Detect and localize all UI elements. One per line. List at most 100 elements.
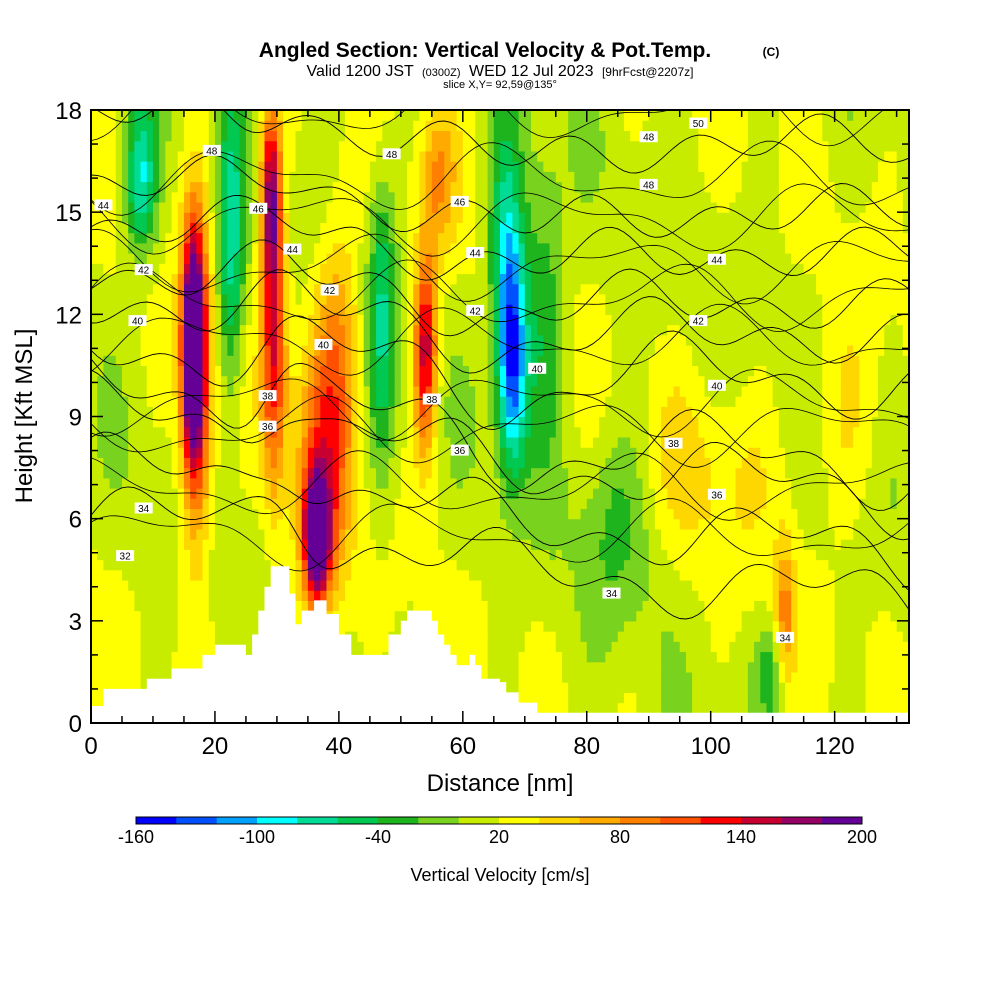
field-cell <box>506 477 513 489</box>
field-cell <box>462 396 470 407</box>
field-cell <box>326 324 334 336</box>
field-cell <box>524 528 532 540</box>
field-cell <box>345 436 352 448</box>
field-cell <box>177 140 185 152</box>
field-cell <box>97 508 104 520</box>
field-cell <box>357 539 365 550</box>
field-cell <box>121 273 129 285</box>
field-cell <box>462 477 470 489</box>
field-cell <box>159 355 166 367</box>
field-cell <box>382 181 390 193</box>
field-cell <box>295 590 303 601</box>
field-cell <box>506 242 513 254</box>
field-cell <box>320 212 328 223</box>
field-cell <box>252 477 259 489</box>
field-cell <box>462 579 470 591</box>
field-cell <box>475 150 483 162</box>
field-cell <box>469 641 476 653</box>
field-cell <box>177 508 185 520</box>
field-cell <box>592 232 600 244</box>
field-cell <box>314 528 321 540</box>
field-cell <box>512 120 520 132</box>
field-cell <box>456 498 464 510</box>
field-cell <box>469 385 476 397</box>
field-cell <box>438 232 445 244</box>
field-cell <box>140 518 148 530</box>
field-cell <box>190 191 197 203</box>
field-cell <box>475 559 483 571</box>
field-cell <box>506 590 513 601</box>
field-cell <box>394 344 402 356</box>
field-cell <box>264 130 272 142</box>
field-cell <box>115 365 123 377</box>
field-cell <box>382 344 390 356</box>
field-cell <box>245 242 253 254</box>
field-cell <box>369 334 377 346</box>
field-cell <box>506 273 513 285</box>
field-cell <box>407 447 414 458</box>
field-cell <box>115 559 123 571</box>
field-cell <box>301 600 309 612</box>
field-cell <box>444 477 452 489</box>
field-cell <box>307 253 315 264</box>
field-cell <box>574 314 582 326</box>
field-cell <box>431 140 439 152</box>
field-cell <box>363 232 371 244</box>
field-cell <box>475 539 483 550</box>
field-cell <box>518 344 526 356</box>
field-cell <box>128 416 135 428</box>
field-cell <box>388 610 396 622</box>
field-cell <box>506 539 513 550</box>
field-cell <box>549 447 557 458</box>
field-cell <box>214 212 222 223</box>
field-cell <box>227 171 235 183</box>
field-cell <box>574 631 582 642</box>
field-cell <box>276 314 284 326</box>
field-cell <box>252 610 259 622</box>
field-cell <box>332 304 340 315</box>
field-cell <box>369 528 377 540</box>
field-cell <box>487 641 495 653</box>
field-cell <box>493 559 501 571</box>
field-cell <box>233 324 241 336</box>
field-cell <box>276 130 284 142</box>
field-cell <box>103 283 111 295</box>
field-cell <box>320 559 328 571</box>
field-cell <box>159 661 166 673</box>
field-cell <box>487 467 495 479</box>
field-cell <box>592 579 600 591</box>
field-cell <box>462 232 470 244</box>
field-cell <box>357 181 365 193</box>
field-cell <box>592 518 600 530</box>
field-cell <box>121 436 129 448</box>
field-cell <box>307 436 315 448</box>
field-cell <box>258 426 266 438</box>
field-cell <box>109 467 117 479</box>
field-cell <box>419 283 427 295</box>
field-cell <box>314 488 321 499</box>
field-cell <box>183 385 191 397</box>
field-cell <box>121 365 129 377</box>
field-cell <box>431 569 439 581</box>
field-cell <box>264 191 272 203</box>
field-cell <box>326 140 334 152</box>
field-cell <box>400 273 408 285</box>
field-cell <box>462 569 470 581</box>
field-cell <box>592 365 600 377</box>
field-cell <box>469 150 476 162</box>
field-cell <box>543 631 551 642</box>
field-cell <box>475 436 483 448</box>
field-cell <box>369 232 377 244</box>
field-cell <box>202 610 210 622</box>
field-cell <box>376 263 383 275</box>
field-cell <box>152 559 160 571</box>
field-cell <box>369 416 377 428</box>
field-cell <box>146 181 154 193</box>
field-cell <box>338 110 346 121</box>
field-cell <box>512 324 520 336</box>
field-cell <box>400 334 408 346</box>
field-cell <box>555 620 563 632</box>
field-cell <box>382 385 390 397</box>
field-cell <box>407 498 414 510</box>
field-cell <box>152 110 160 121</box>
